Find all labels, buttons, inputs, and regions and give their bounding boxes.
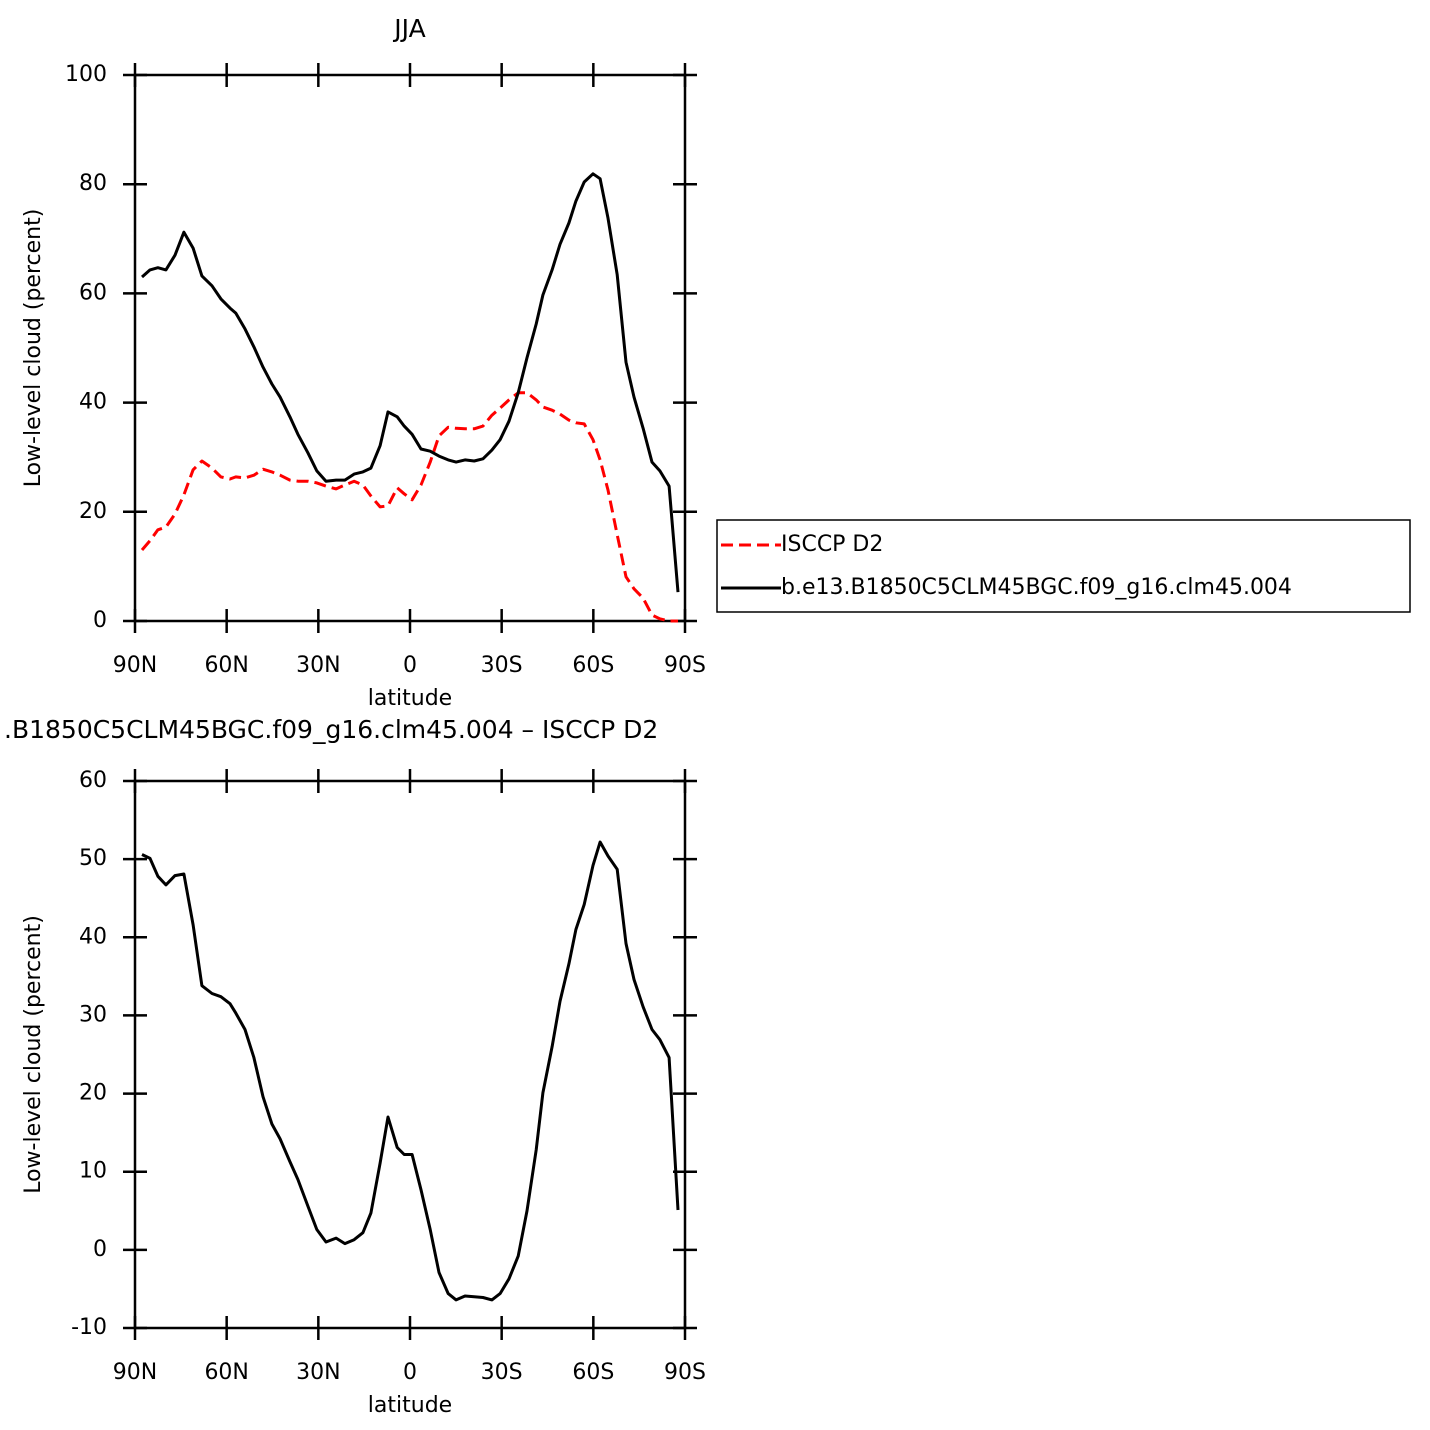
y-axis-label: Low-level cloud (percent) — [21, 209, 46, 488]
legend-box — [716, 519, 1411, 613]
x-axis-label: latitude — [368, 1393, 452, 1418]
legend-label: ISCCP D2 — [781, 532, 883, 557]
x-tick-label: 30N — [296, 1360, 340, 1385]
y-tick-label: 80 — [79, 171, 107, 196]
x-tick-label: 0 — [403, 1360, 417, 1385]
data-line — [141, 840, 680, 1302]
y-tick-label: 100 — [65, 62, 107, 87]
x-tick-label: 90N — [113, 653, 157, 678]
chart-title: .B1850C5CLM45BGC.f09_g16.clm45.004 – ISC… — [4, 715, 658, 744]
x-axis-label: latitude — [368, 686, 452, 711]
x-tick-label: 60S — [572, 1360, 614, 1385]
x-tick-label: 90S — [664, 653, 706, 678]
plot-frame — [133, 779, 687, 1330]
x-tick-label: 90S — [664, 1360, 706, 1385]
y-tick-label: 60 — [79, 280, 107, 305]
data-line — [141, 172, 680, 593]
plot-frame — [133, 73, 687, 623]
x-tick-label: 30N — [296, 653, 340, 678]
y-axis-label: Low-level cloud (percent) — [21, 915, 46, 1194]
y-tick-label: 20 — [79, 499, 107, 524]
y-tick-label: 0 — [93, 1237, 107, 1262]
x-tick-label: 60N — [204, 1360, 248, 1385]
y-tick-label: 20 — [79, 1081, 107, 1106]
y-tick-label: 40 — [79, 390, 107, 415]
x-tick-label: 30S — [481, 1360, 523, 1385]
y-tick-label: -10 — [71, 1315, 107, 1340]
x-tick-label: 0 — [403, 653, 417, 678]
x-tick-label: 90N — [113, 1360, 157, 1385]
x-tick-label: 60N — [204, 653, 248, 678]
y-tick-label: 0 — [93, 608, 107, 633]
chart-title: JJA — [392, 14, 425, 43]
legend-label: b.e13.B1850C5CLM45BGC.f09_g16.clm45.004 — [781, 575, 1292, 600]
data-line — [140, 391, 678, 623]
x-tick-label: 60S — [572, 653, 614, 678]
x-tick-label: 30S — [481, 653, 523, 678]
y-tick-label: 10 — [79, 1159, 107, 1184]
y-tick-label: 40 — [79, 924, 107, 949]
y-tick-label: 60 — [79, 768, 107, 793]
y-tick-label: 50 — [79, 846, 107, 871]
y-tick-label: 30 — [79, 1002, 107, 1027]
